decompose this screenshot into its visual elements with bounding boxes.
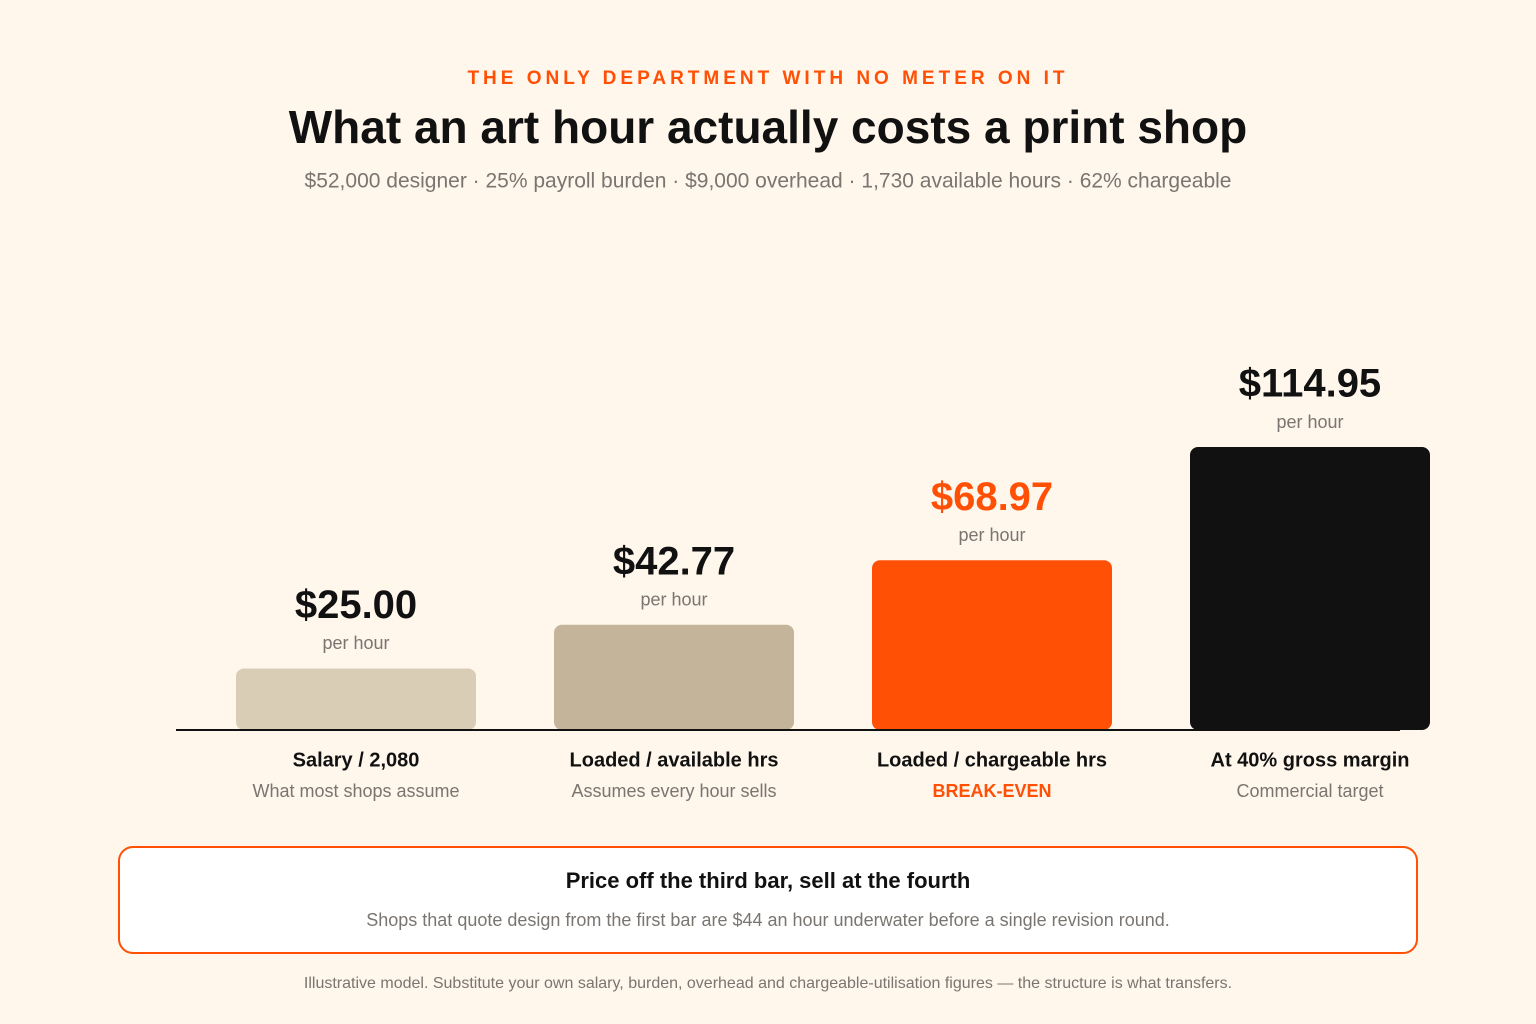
value-label: $42.77 (613, 539, 735, 583)
unit-label: per hour (640, 589, 707, 609)
category-label: Salary / 2,080 (293, 749, 420, 771)
unit-label: per hour (958, 525, 1025, 545)
chart-title: What an art hour actually costs a print … (289, 101, 1247, 153)
footnote: Illustrative model. Substitute your own … (304, 975, 1232, 992)
category-label: Loaded / chargeable hrs (877, 749, 1107, 771)
callout-title: Price off the third bar, sell at the fou… (566, 868, 971, 893)
unit-label: per hour (1276, 412, 1343, 432)
unit-label: per hour (322, 633, 389, 653)
callout-box (118, 846, 1418, 954)
subtitle: $52,000 designer · 25% payroll burden · … (305, 170, 1232, 193)
category-label: At 40% gross margin (1211, 749, 1410, 771)
callout-text: Shops that quote design from the first b… (366, 910, 1170, 930)
value-label: $68.97 (931, 475, 1053, 519)
value-label: $114.95 (1239, 362, 1381, 406)
bar (554, 624, 794, 730)
kicker: THE ONLY DEPARTMENT WITH NO METER ON IT (467, 68, 1068, 89)
bar (236, 668, 476, 730)
bar (1190, 447, 1430, 730)
category-label: Loaded / available hrs (570, 749, 779, 771)
category-description: Assumes every hour sells (571, 781, 776, 801)
category-description: Commercial target (1236, 781, 1383, 801)
bar (872, 560, 1112, 730)
category-description: BREAK-EVEN (932, 781, 1051, 801)
value-label: $25.00 (295, 583, 417, 627)
category-description: What most shops assume (252, 781, 459, 801)
